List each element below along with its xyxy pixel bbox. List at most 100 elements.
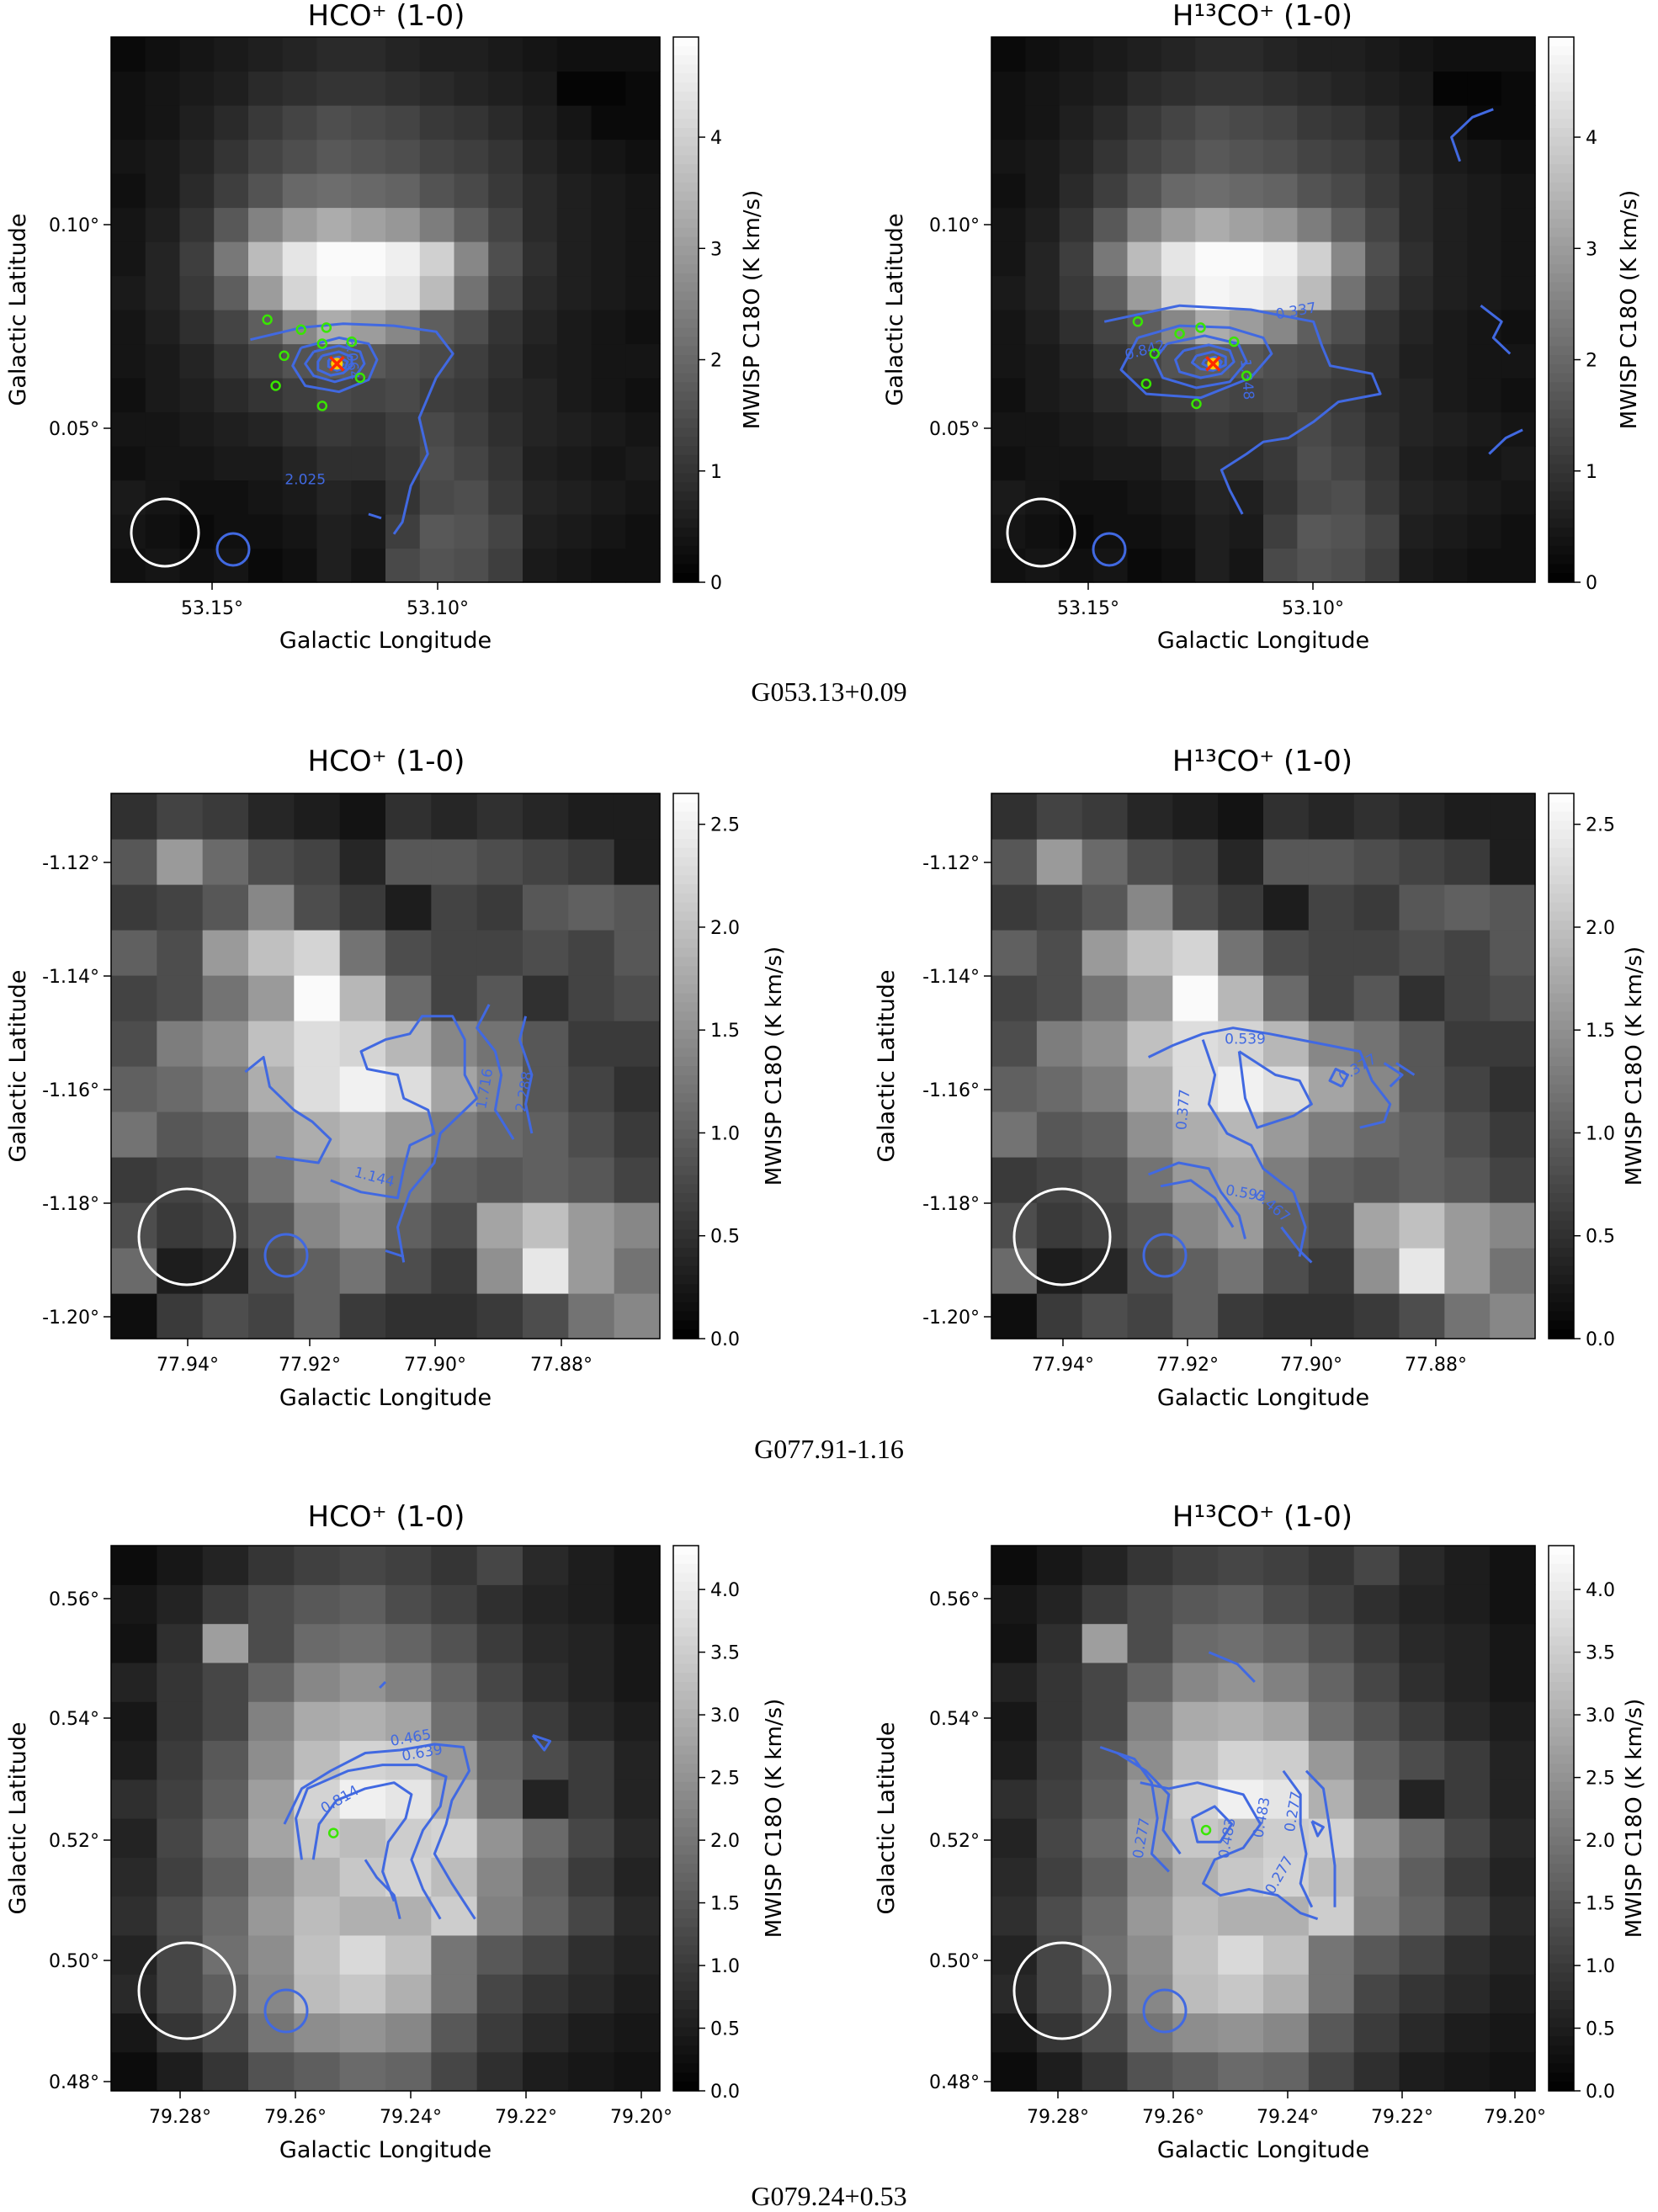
colorbar-segment <box>1549 1554 1574 1565</box>
beam-contour <box>215 532 251 567</box>
heatmap-cell <box>1490 1157 1536 1203</box>
heatmap-cell <box>1399 1896 1445 1936</box>
colorbar-segment <box>673 1682 699 1692</box>
colorbar-segment <box>673 128 699 138</box>
heatmap-cell <box>282 378 318 413</box>
colorbar-tick-label: 4.0 <box>1586 1580 1615 1601</box>
colorbar-segment <box>673 363 699 374</box>
heatmap-cell <box>1399 1202 1445 1249</box>
heatmap-cell <box>339 1974 386 2014</box>
colorbar-segment <box>1549 1029 1574 1040</box>
heatmap-cell <box>294 1293 341 1339</box>
heatmap-cell <box>385 2013 432 2053</box>
heatmap-cell <box>614 2013 661 2053</box>
heatmap-cell <box>991 2051 1038 2092</box>
colorbar-segment <box>673 866 699 876</box>
heatmap-cell <box>282 446 318 481</box>
heatmap-cell <box>339 1584 386 1625</box>
colorbar-tick-label: 1.5 <box>1586 1021 1615 1042</box>
heatmap-cell <box>111 2013 157 2053</box>
colorbar-segment <box>673 1256 699 1267</box>
heatmap-cell <box>385 548 421 583</box>
heatmap-cell <box>1161 514 1196 549</box>
heatmap-cell <box>1263 71 1298 106</box>
heatmap-cell <box>991 1779 1038 1819</box>
colorbar-segment <box>673 1220 699 1230</box>
heatmap-cell <box>991 139 1026 174</box>
heatmap-cell <box>476 1584 523 1625</box>
heatmap-cell <box>1059 548 1094 583</box>
heatmap-cell <box>202 1896 249 1936</box>
heatmap-cell <box>202 1021 249 1067</box>
heatmap-cell <box>1093 105 1129 141</box>
heatmap-cell <box>179 548 215 583</box>
heatmap-cell <box>1399 241 1434 277</box>
colorbar-segment <box>1549 1157 1574 1167</box>
heatmap-cell <box>351 548 386 583</box>
colorbar-segment <box>673 930 699 940</box>
heatmap-cell <box>351 378 386 413</box>
colorbar-segment <box>673 1790 699 1801</box>
colorbar-segment <box>1549 155 1574 165</box>
heatmap-cell <box>1195 480 1230 515</box>
heatmap-cell <box>476 1934 523 1975</box>
heatmap <box>111 1546 661 2092</box>
heatmap-cell <box>282 139 318 174</box>
heatmap-cell <box>1399 1974 1445 2014</box>
heatmap-cell <box>591 480 626 515</box>
heatmap-cell <box>1444 1896 1491 1936</box>
heatmap-cell <box>476 1740 523 1780</box>
y-tick-label: -1.18° <box>922 1194 980 1215</box>
heatmap-cell <box>1229 310 1264 345</box>
heatmap-cell <box>1501 514 1536 549</box>
heatmap-cell <box>1490 2051 1536 2092</box>
heatmap-cell <box>385 139 421 174</box>
heatmap-cell <box>991 548 1026 583</box>
heatmap-cell <box>1025 173 1060 209</box>
heatmap-cell <box>1172 1896 1219 1936</box>
heatmap-cell <box>1399 1021 1445 1067</box>
source-points <box>327 1827 339 1838</box>
heatmap-cell <box>454 310 489 345</box>
heatmap-cell <box>111 343 146 379</box>
heatmap-cell <box>1081 1066 1129 1112</box>
colorbar-segment <box>1549 2072 1574 2082</box>
heatmap-cell <box>294 1111 341 1158</box>
heatmap-cell <box>1218 1896 1264 1936</box>
heatmap-cell <box>1025 514 1060 549</box>
heatmap-cell <box>591 514 626 549</box>
colorbar-segment <box>1549 1872 1574 1883</box>
heatmap-cell <box>1331 378 1366 413</box>
heatmap-cell <box>991 1021 1038 1067</box>
heatmap-cell <box>1399 839 1445 885</box>
heatmap-cell <box>1308 1934 1355 1975</box>
figure-caption-g053: G053.13+0.09 <box>751 676 907 707</box>
colorbar-segment <box>673 1972 699 1982</box>
colorbar-segment <box>1549 518 1574 528</box>
heatmap-cell <box>1399 343 1434 379</box>
heatmap-cell <box>145 241 181 277</box>
colorbar-segment <box>1549 839 1574 849</box>
heatmap-cell <box>1490 1818 1536 1858</box>
heatmap-cell <box>248 343 284 379</box>
x-tick-label: 79.20° <box>610 2107 672 2128</box>
heatmap-cell <box>111 446 146 481</box>
colorbar-segment <box>673 1120 699 1131</box>
colorbar-segment <box>673 1800 699 1810</box>
heatmap-cell <box>1490 1779 1536 1819</box>
beam-c18o <box>1012 1941 1112 2040</box>
colorbar-segment <box>673 938 699 949</box>
heatmap-cell <box>1059 275 1094 310</box>
heatmap-cell <box>1218 975 1264 1021</box>
source-point <box>1228 336 1240 347</box>
colorbar-segment <box>673 537 699 547</box>
heatmap-cell <box>1036 839 1083 885</box>
contour-line <box>295 1764 448 1920</box>
heatmap-cell <box>419 514 455 549</box>
heatmap-cell <box>556 310 593 345</box>
heatmap-cell <box>1444 930 1491 976</box>
heatmap-cell <box>1399 1934 1445 1975</box>
colorbar-segment <box>673 273 699 284</box>
heatmap-cell <box>111 1857 157 1897</box>
